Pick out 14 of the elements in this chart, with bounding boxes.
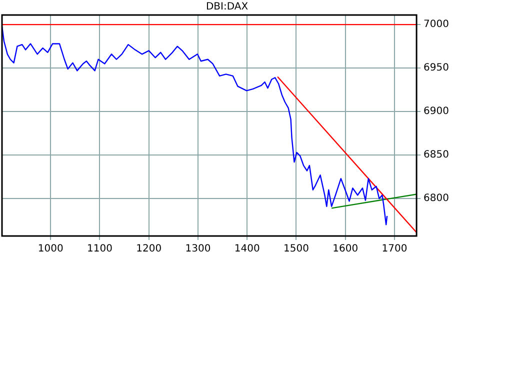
y-tick-label: 6800 (424, 193, 450, 204)
x-tick-label: 1500 (283, 244, 309, 255)
x-tick-label: 1700 (382, 244, 408, 255)
x-tick-label: 1200 (136, 244, 162, 255)
x-tick-label: 1400 (234, 244, 260, 255)
x-tick-label: 1600 (332, 244, 358, 255)
x-tick-label: 1300 (185, 244, 211, 255)
x-tick-label: 1000 (38, 244, 64, 255)
chart-title: DBI:DAX (206, 2, 248, 13)
y-tick-label: 6900 (424, 106, 450, 118)
y-tick-label: 7000 (424, 19, 450, 30)
x-tick-label: 1100 (87, 244, 112, 255)
y-tick-label: 6850 (424, 150, 450, 161)
y-tick-label: 6950 (424, 62, 450, 74)
